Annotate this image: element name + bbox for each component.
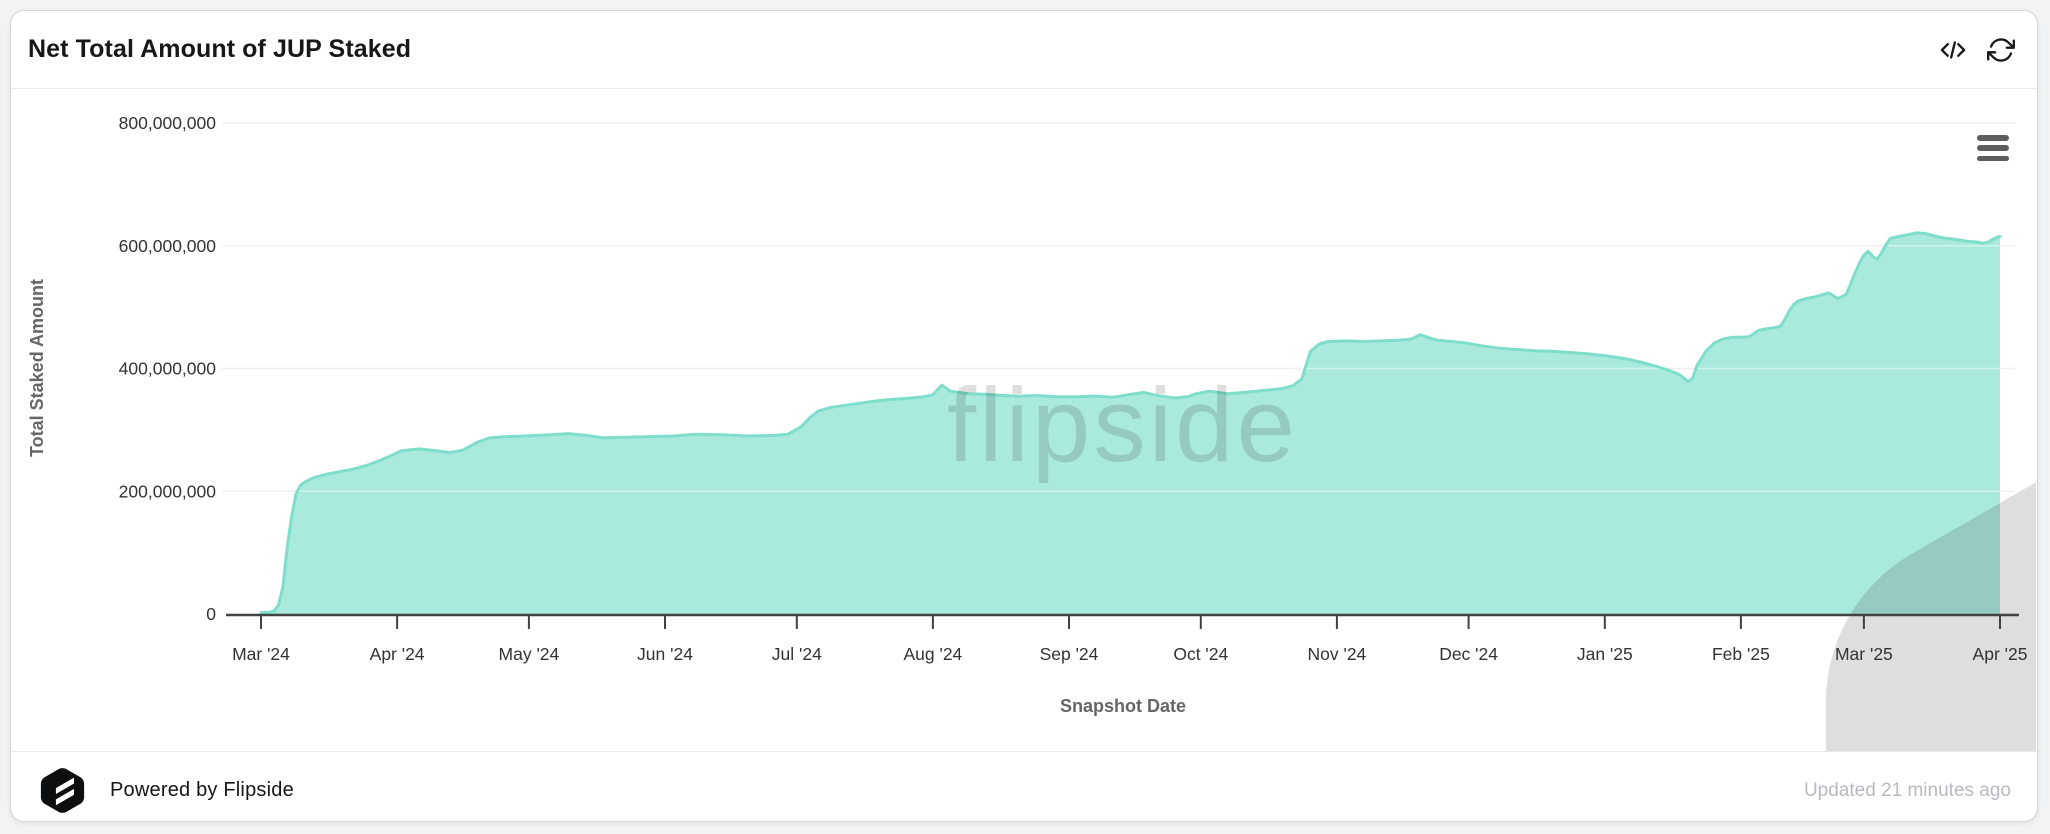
svg-text:Sep '24: Sep '24 [1040, 644, 1099, 664]
footer-brand[interactable]: Powered by Flipside [39, 767, 294, 814]
refresh-icon [1987, 37, 2015, 62]
card-footer: Powered by Flipside Updated 21 minutes a… [11, 751, 2037, 822]
svg-text:Jan '25: Jan '25 [1577, 644, 1633, 664]
svg-text:0: 0 [206, 604, 216, 624]
svg-text:Dec '24: Dec '24 [1439, 644, 1498, 664]
flipside-logo [39, 767, 86, 814]
svg-text:Oct '24: Oct '24 [1173, 644, 1228, 664]
page-title: Net Total Amount of JUP Staked [28, 35, 412, 63]
svg-text:Mar '25: Mar '25 [1835, 644, 1893, 664]
hamburger-icon [1977, 145, 2009, 151]
chart-area: flipside Mar '24 Apr '24 May '24 Jun '24 Jul … [11, 89, 2037, 751]
flipside-watermark-text: flipside [947, 367, 1298, 484]
svg-text:400,000,000: 400,000,000 [119, 359, 217, 379]
svg-text:May '24: May '24 [499, 644, 560, 664]
svg-text:Nov '24: Nov '24 [1308, 644, 1367, 664]
svg-text:Feb '25: Feb '25 [1712, 644, 1770, 664]
card-header: Net Total Amount of JUP Staked [11, 11, 2037, 89]
chart-card: Net Total Amount of JUP Staked flipsid [10, 10, 2038, 822]
chart-context-menu-button[interactable] [1977, 134, 2009, 162]
header-actions [1937, 34, 2017, 66]
svg-text:600,000,000: 600,000,000 [119, 236, 217, 256]
svg-text:Jul '24: Jul '24 [772, 644, 822, 664]
code-icon [1940, 40, 1966, 59]
hamburger-icon [1977, 155, 2009, 161]
svg-text:Snapshot Date: Snapshot Date [1060, 696, 1186, 716]
svg-text:Mar '24: Mar '24 [232, 644, 290, 664]
svg-text:200,000,000: 200,000,000 [119, 481, 217, 501]
hamburger-icon [1977, 135, 2009, 141]
refresh-button[interactable] [1985, 34, 2017, 66]
svg-text:Jun '24: Jun '24 [637, 644, 693, 664]
updated-timestamp: Updated 21 minutes ago [1803, 779, 2011, 801]
powered-by-label: Powered by Flipside [110, 779, 294, 801]
svg-text:Apr '24: Apr '24 [370, 644, 425, 664]
svg-text:Total Staked Amount: Total Staked Amount [27, 279, 47, 457]
svg-text:800,000,000: 800,000,000 [119, 113, 217, 133]
svg-text:Aug '24: Aug '24 [903, 644, 962, 664]
svg-text:Apr '25: Apr '25 [1973, 644, 2028, 664]
embed-code-button[interactable] [1937, 34, 1969, 66]
area-chart: flipside Mar '24 Apr '24 May '24 Jun '24 Jul … [27, 113, 2036, 751]
